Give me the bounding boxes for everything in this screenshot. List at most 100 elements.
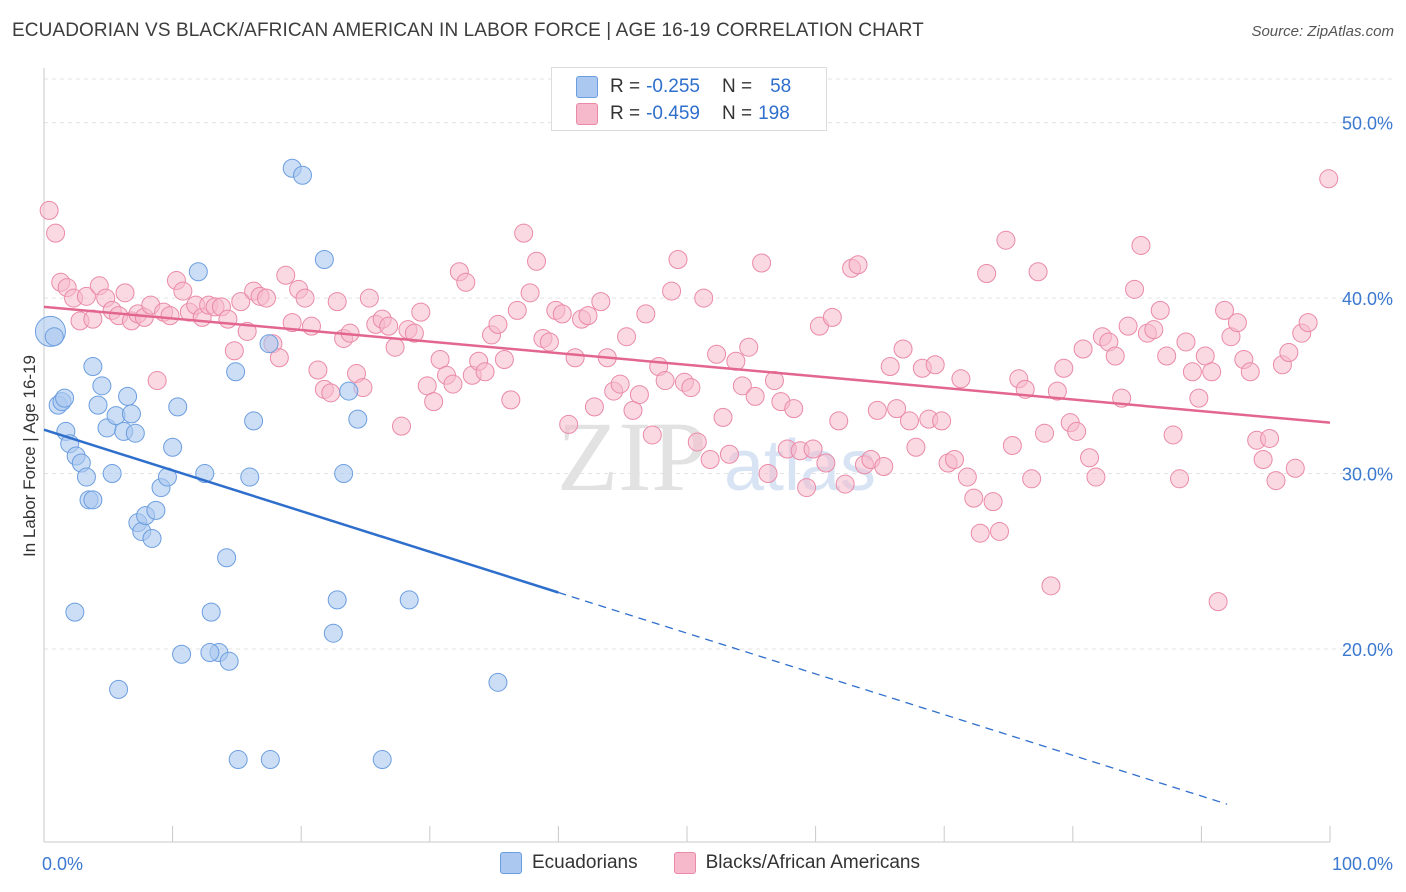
legend-r-label: R = (610, 76, 641, 97)
blacks-point (224, 341, 244, 361)
blacks-point (559, 414, 579, 434)
blacks-point (1150, 300, 1170, 320)
ecuadorians-point (372, 750, 392, 770)
blacks-point (411, 302, 431, 322)
legend-n-label: N = (721, 76, 753, 97)
ecuadorians-point (188, 262, 208, 282)
blacks-point (1170, 469, 1190, 489)
axes (43, 68, 1331, 843)
blacks-point (494, 350, 514, 369)
ecuadorians-point (259, 334, 279, 354)
blacks-point (552, 304, 572, 324)
blacks-point (1253, 450, 1273, 470)
legend-r-value: -0.459 (646, 103, 700, 124)
blacks-point (591, 292, 611, 312)
y-tick-label: 30.0% (1342, 465, 1393, 485)
blacks-point (256, 288, 276, 308)
blacks-point (231, 292, 251, 312)
ecuadorians-point (260, 750, 280, 770)
ecuadorians-point (146, 500, 166, 520)
blacks-point (520, 283, 540, 303)
legend-label-blacks: Blacks/African Americans (705, 852, 920, 873)
ecuadorians-point (226, 362, 246, 382)
blacks-point (906, 437, 926, 457)
blacks-point (1118, 316, 1138, 336)
blacks-point (636, 304, 656, 324)
blacks-point (694, 288, 714, 308)
blacks-point (822, 307, 842, 327)
blacks-point (996, 230, 1016, 250)
ecuadorians-point (92, 376, 112, 396)
blacks-point (507, 300, 527, 320)
ecuadorians-point (172, 644, 192, 664)
blacks-point (1073, 339, 1093, 359)
blacks-point (1131, 235, 1151, 255)
blacks-point (456, 272, 476, 292)
blacks-point (147, 371, 167, 391)
ecuadorians-point (125, 423, 145, 443)
blacks-point (282, 313, 302, 333)
y-tick-label: 40.0% (1342, 289, 1393, 309)
y-axis-label: In Labor Force | Age 16-19 (20, 355, 39, 557)
legend-label-ecuadorians: Ecuadorians (532, 852, 638, 873)
blacks-point (797, 478, 817, 498)
blacks-point (867, 400, 887, 420)
blacks-point (1054, 358, 1074, 378)
legend-n-label: N = (721, 103, 753, 124)
blacks-point (218, 309, 238, 329)
blacks-point (829, 411, 849, 431)
ecuadorians-point (399, 590, 419, 610)
blacks-point (687, 432, 707, 452)
blacks-point (308, 360, 328, 380)
blacks-point (880, 357, 900, 377)
legend-n-value: 198 (758, 103, 790, 124)
blacks-point (1080, 448, 1100, 468)
legend-row-ecuadorians: R = -0.255 N = 58 (576, 74, 791, 100)
blacks-point (713, 407, 733, 427)
legend-item-blacks[interactable]: Blacks/African Americans (673, 852, 920, 874)
blacks-point (719, 444, 739, 464)
blacks-point (237, 321, 257, 341)
blacks-point (1022, 469, 1042, 489)
blacks-point (752, 253, 772, 273)
ecuadorians-point (327, 590, 347, 610)
blacks-point (655, 371, 675, 391)
blacks-point (1163, 425, 1183, 445)
ecuadorians-point (109, 679, 129, 699)
blacks-point (327, 292, 347, 312)
ecuadorians-point (55, 388, 75, 408)
blacks-point (925, 355, 945, 375)
blacks-point (1176, 332, 1196, 352)
legend-swatch-blue (576, 76, 598, 98)
legend-swatch-pink (576, 103, 598, 125)
blacks-point (803, 439, 823, 459)
ecuadorians-point (334, 464, 354, 484)
series-legend: Ecuadorians Blacks/African Americans (500, 852, 956, 874)
ecuadorians-point (488, 672, 508, 692)
blacks-point (983, 492, 1003, 512)
ecuadorians-points (34, 158, 508, 770)
blacks-point (964, 488, 984, 508)
ecuadorians-point (292, 165, 312, 185)
x-tick-label-max: 100.0% (1332, 854, 1393, 874)
legend-r-value: -0.255 (646, 76, 700, 97)
blacks-point (1208, 592, 1228, 612)
legend-swatch-blue (500, 852, 522, 874)
blacks-point (276, 265, 296, 285)
correlation-legend: R = -0.255 N = 58 R = -0.459 N = 198 (551, 67, 827, 131)
legend-item-ecuadorians[interactable]: Ecuadorians (500, 852, 638, 874)
ecuadorians-point (102, 464, 122, 484)
blacks-point (321, 383, 341, 403)
blacks-point (835, 474, 855, 494)
blacks-point (899, 411, 919, 431)
ecuadorians-point (163, 437, 183, 457)
blacks-point (501, 390, 521, 410)
blacks-point (1028, 262, 1048, 282)
blacks-point (1266, 471, 1286, 491)
blacks-point (989, 521, 1009, 541)
ecuadorians-point (219, 651, 239, 671)
blacks-point (970, 523, 990, 543)
blacks-point (848, 255, 868, 275)
blacks-point (269, 348, 289, 368)
y-tick-label: 20.0% (1342, 640, 1393, 660)
